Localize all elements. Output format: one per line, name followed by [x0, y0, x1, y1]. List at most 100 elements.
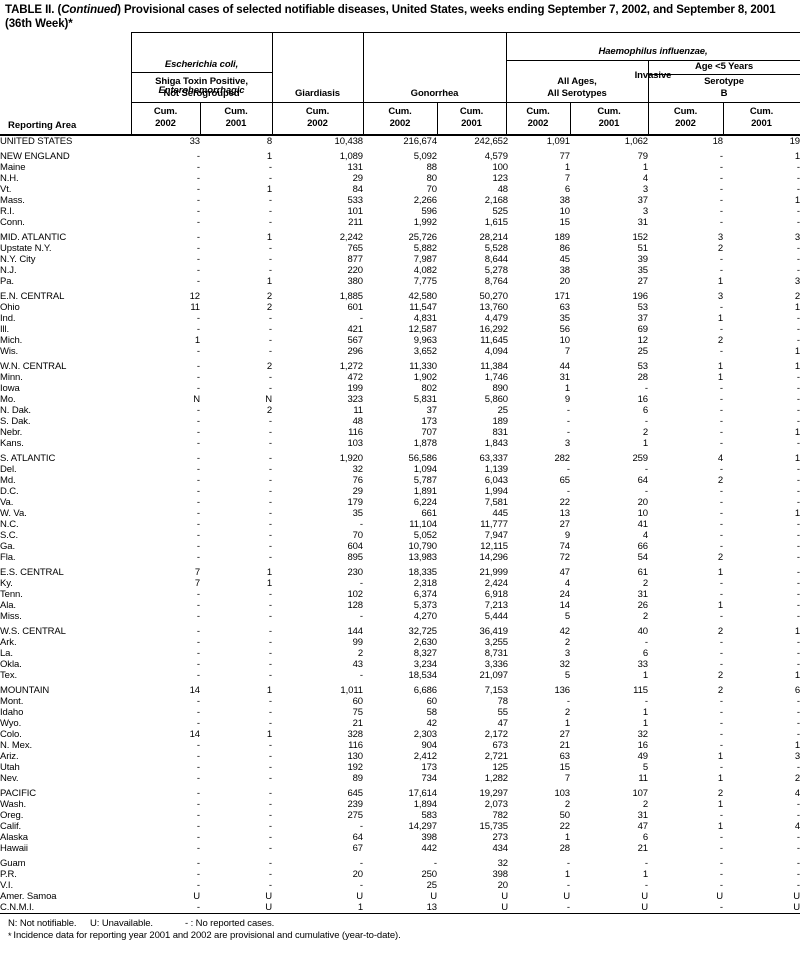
value-cell: -	[196, 832, 200, 843]
value-cell: 7,987	[413, 254, 437, 265]
value-cell: 55	[497, 707, 508, 718]
value-cell: 1	[266, 685, 272, 696]
value-cell: 11,104	[409, 519, 437, 530]
value-cell: -	[268, 265, 272, 276]
value-cell: 14,297	[408, 821, 438, 832]
table-row: Mont. - - 60 60 78 - - - -	[0, 696, 800, 707]
value-cell: 37	[637, 195, 648, 206]
value-cell: -	[268, 243, 272, 254]
value-cell: -	[644, 696, 648, 707]
column-cum-2001: Cum. 2001	[224, 106, 248, 129]
value-cell: -	[796, 637, 800, 648]
value-cell: 1,094	[413, 464, 437, 475]
value-cell: 72	[559, 552, 570, 563]
value-cell: 2	[717, 685, 723, 696]
value-cell: 11	[638, 773, 648, 784]
value-cell: 192	[347, 762, 363, 773]
value-cell: 2,073	[484, 799, 508, 810]
value-cell: -	[268, 832, 272, 843]
reporting-area-cell: Nev.	[0, 773, 19, 784]
value-cell: 1	[794, 346, 800, 357]
value-cell: 86	[559, 243, 570, 254]
value-cell: U	[563, 891, 570, 902]
reporting-area-cell: Ky.	[0, 578, 13, 589]
value-cell: 8,327	[413, 648, 437, 659]
value-cell: 273	[492, 832, 508, 843]
value-cell: -	[719, 718, 723, 729]
value-cell: 4	[564, 578, 570, 589]
value-cell: -	[566, 902, 570, 913]
value-cell: 25	[637, 346, 648, 357]
value-cell: 11,777	[480, 519, 508, 530]
value-cell: -	[268, 762, 272, 773]
value-cell: 44	[559, 361, 570, 372]
value-cell: -	[196, 718, 200, 729]
value-cell: -	[796, 405, 800, 416]
value-cell: -	[719, 427, 723, 438]
value-cell: 1	[564, 383, 570, 394]
value-cell: 4,831	[413, 313, 437, 324]
table-row: Maine - - 131 88 100 1 1 - -	[0, 162, 800, 173]
table-row: Mo. N N 323 5,831 5,860 9 16 - -	[0, 394, 800, 405]
value-cell: 8,644	[484, 254, 508, 265]
value-cell: -	[719, 530, 723, 541]
reporting-area-cell: Md.	[0, 475, 16, 486]
reporting-area-cell: Mich.	[0, 335, 23, 346]
data-table: UNITED STATES 33 8 10,438 216,674 242,652 1,09…	[0, 136, 800, 913]
value-cell: -	[268, 788, 272, 799]
value-cell: 2	[266, 361, 272, 372]
value-cell: 11	[190, 302, 200, 313]
value-cell: 11,645	[480, 335, 508, 346]
value-cell: -	[719, 578, 723, 589]
value-cell: 28	[559, 843, 570, 854]
value-cell: -	[196, 206, 200, 217]
value-cell: 5,860	[484, 394, 508, 405]
value-cell: 1	[794, 508, 800, 519]
value-cell: 47	[637, 821, 648, 832]
value-cell: -	[268, 659, 272, 670]
column-group-shiga: Shiga Toxin Positive, Not Serogrouped	[155, 76, 248, 99]
value-cell: 2,630	[413, 637, 437, 648]
value-cell: 35	[637, 265, 648, 276]
value-cell: -	[196, 346, 200, 357]
value-cell: -	[796, 552, 800, 563]
value-cell: -	[268, 810, 272, 821]
value-cell: 38	[559, 265, 570, 276]
reporting-area-cell: Ariz.	[0, 751, 19, 762]
reporting-area-cell: Calif.	[0, 821, 22, 832]
table-row: Md. - - 76 5,787 6,043 65 64 2 -	[0, 475, 800, 486]
value-cell: -	[719, 184, 723, 195]
value-cell: 84	[352, 184, 363, 195]
value-cell: -	[796, 611, 800, 622]
value-cell: -	[719, 880, 723, 891]
reporting-area-cell: Wis.	[0, 346, 19, 357]
value-cell: 7,581	[484, 497, 508, 508]
value-cell: -	[268, 648, 272, 659]
value-cell: 63,337	[479, 453, 509, 464]
reporting-area-cell: NEW ENGLAND	[0, 151, 70, 162]
value-cell: 1	[642, 670, 648, 681]
value-cell: 7	[564, 773, 570, 784]
value-cell: -	[796, 475, 800, 486]
value-cell: -	[796, 589, 800, 600]
value-cell: -	[359, 519, 363, 530]
value-cell: -	[796, 464, 800, 475]
table-row: Kans. - - 103 1,878 1,843 3 1 - -	[0, 438, 800, 449]
value-cell: -	[268, 843, 272, 854]
value-cell: 3	[564, 438, 570, 449]
table-row: Hawaii - - 67 442 434 28 21 - -	[0, 843, 800, 854]
value-cell: 1	[717, 799, 723, 810]
value-cell: -	[796, 497, 800, 508]
value-cell: U	[265, 902, 272, 913]
table-row: Idaho - - 75 58 55 2 1 - -	[0, 707, 800, 718]
value-cell: -	[719, 497, 723, 508]
value-cell: 1,992	[413, 217, 437, 228]
value-cell: 19	[789, 136, 800, 147]
value-cell: 673	[492, 740, 508, 751]
value-cell: -	[359, 313, 363, 324]
value-cell: -	[719, 508, 723, 519]
value-cell: 1	[717, 361, 723, 372]
value-cell: 67	[352, 843, 363, 854]
value-cell: -	[196, 611, 200, 622]
